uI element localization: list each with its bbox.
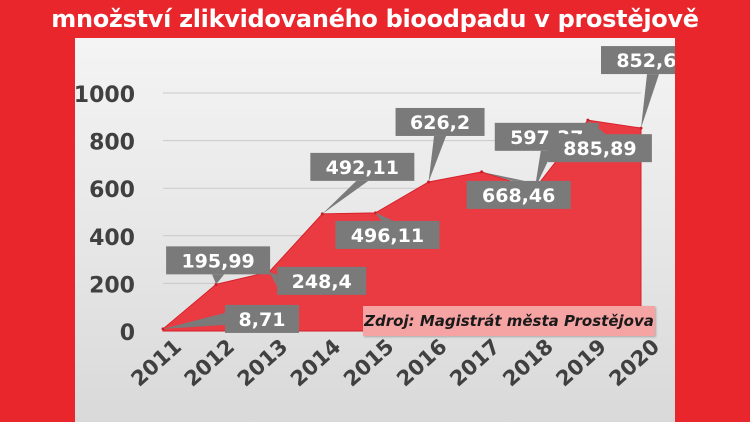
data-label: 248,4: [292, 271, 352, 293]
data-label-pointer: [375, 212, 394, 221]
data-point: [320, 212, 324, 216]
y-tick-label: 600: [89, 178, 135, 203]
source-note: Zdroj: Magistrát města Prostějova: [363, 306, 655, 336]
chart-title: množství zlikvidovaného bioodpadu v pros…: [51, 5, 699, 33]
data-label-box: [466, 180, 571, 209]
data-label: 195,99: [181, 250, 254, 272]
x-tick-label: 2014: [286, 334, 345, 391]
data-label-box: [310, 152, 415, 181]
chart-panel: 0 200 400 600 800 1000 2011 2012 2013 2014 2015 201…: [75, 38, 675, 422]
data-label-box: [277, 266, 367, 295]
data-label-box: [547, 134, 652, 163]
data-label-pointer: [269, 271, 278, 287]
data-label: 885,89: [563, 138, 636, 160]
data-label-box: [225, 304, 299, 333]
x-tick-label: 2019: [551, 334, 610, 391]
data-label-pointer: [163, 312, 225, 329]
data-label: 492,11: [326, 157, 399, 179]
y-tick-label: 400: [89, 226, 135, 251]
x-tick-label: 2015: [339, 334, 398, 391]
data-label: 852,62: [616, 50, 675, 72]
area-chart: 0200400600800100020112012201320142015201…: [75, 46, 675, 391]
data-label: 8,71: [239, 309, 286, 331]
data-label-pointer: [587, 120, 606, 135]
data-label-pointer: [212, 274, 225, 285]
data-label-box: [601, 46, 675, 75]
data-label-pointer: [641, 74, 659, 129]
x-tick-label: 2018: [498, 334, 557, 391]
x-tick-label: 2012: [180, 334, 239, 391]
data-label-box: [395, 107, 485, 136]
data-label: 626,2: [410, 112, 470, 134]
y-tick-label: 200: [89, 273, 135, 298]
x-tick-label: 2011: [127, 334, 186, 391]
x-tick-label: 2013: [233, 334, 292, 391]
data-label-pointer: [428, 135, 447, 182]
y-tick-label: 1000: [75, 83, 135, 108]
data-label-pointer: [322, 180, 369, 214]
x-tick-label: 2016: [392, 334, 451, 391]
data-label-box: [335, 220, 440, 249]
data-label: 668,46: [482, 185, 555, 207]
x-tick-label: 2017: [445, 334, 504, 391]
y-tick-label: 0: [120, 321, 135, 346]
data-label-pointer: [481, 171, 525, 181]
data-point: [639, 126, 643, 130]
x-tick-label: 2020: [605, 334, 664, 391]
data-label-box: [166, 246, 271, 275]
data-label: 496,11: [351, 225, 424, 247]
y-tick-label: 800: [89, 131, 135, 156]
